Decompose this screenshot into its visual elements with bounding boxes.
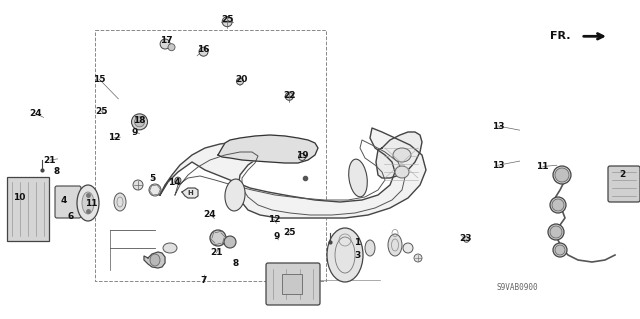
FancyBboxPatch shape <box>608 166 640 202</box>
Ellipse shape <box>349 159 367 197</box>
Ellipse shape <box>168 44 175 51</box>
Ellipse shape <box>555 168 569 182</box>
Ellipse shape <box>553 243 567 257</box>
Ellipse shape <box>175 177 181 183</box>
Ellipse shape <box>365 240 375 256</box>
Text: 8: 8 <box>53 167 60 176</box>
Text: 25: 25 <box>95 107 108 115</box>
Ellipse shape <box>225 179 245 211</box>
Text: FR.: FR. <box>550 31 571 41</box>
Ellipse shape <box>222 17 232 27</box>
FancyBboxPatch shape <box>282 274 302 294</box>
Ellipse shape <box>160 39 170 49</box>
Ellipse shape <box>552 199 564 211</box>
Text: 11: 11 <box>536 162 549 171</box>
Text: 4: 4 <box>61 197 67 205</box>
Text: 18: 18 <box>133 116 146 125</box>
Text: 12: 12 <box>108 133 120 142</box>
Ellipse shape <box>134 117 145 127</box>
Text: 25: 25 <box>283 228 296 237</box>
Ellipse shape <box>299 153 305 160</box>
Ellipse shape <box>327 228 363 282</box>
Text: 17: 17 <box>160 36 173 45</box>
Text: 13: 13 <box>492 161 504 170</box>
Text: 13: 13 <box>492 122 504 130</box>
Text: 16: 16 <box>197 45 210 54</box>
Ellipse shape <box>553 166 571 184</box>
Ellipse shape <box>388 234 402 256</box>
Text: 14: 14 <box>168 178 180 187</box>
Text: 11: 11 <box>84 199 97 208</box>
Text: 24: 24 <box>204 210 216 219</box>
Polygon shape <box>182 188 198 198</box>
Ellipse shape <box>163 243 177 253</box>
Ellipse shape <box>395 166 409 178</box>
Text: 21: 21 <box>210 248 223 257</box>
Ellipse shape <box>550 226 562 238</box>
Ellipse shape <box>150 254 160 266</box>
Text: 10: 10 <box>13 193 26 202</box>
Ellipse shape <box>555 245 565 255</box>
Ellipse shape <box>132 114 148 130</box>
Ellipse shape <box>199 47 208 56</box>
FancyBboxPatch shape <box>266 263 320 305</box>
Text: 7: 7 <box>200 276 207 285</box>
Text: S9VAB0900: S9VAB0900 <box>496 283 538 292</box>
Text: 3: 3 <box>354 251 360 260</box>
Text: 12: 12 <box>268 215 280 224</box>
Ellipse shape <box>77 185 99 221</box>
Text: 1: 1 <box>354 238 360 247</box>
Ellipse shape <box>224 236 236 248</box>
Polygon shape <box>376 132 422 178</box>
Text: 9: 9 <box>273 232 280 241</box>
Text: 9: 9 <box>131 128 138 137</box>
Text: 15: 15 <box>93 75 106 84</box>
Text: 8: 8 <box>232 259 239 268</box>
Text: 25: 25 <box>221 15 234 24</box>
Text: 22: 22 <box>283 91 296 100</box>
Ellipse shape <box>210 230 226 246</box>
Ellipse shape <box>114 193 126 211</box>
Polygon shape <box>160 128 426 218</box>
Text: H: H <box>187 190 193 196</box>
Text: 21: 21 <box>44 156 56 165</box>
Polygon shape <box>144 252 165 268</box>
Ellipse shape <box>82 192 94 214</box>
Ellipse shape <box>285 92 293 100</box>
Text: 20: 20 <box>236 75 248 84</box>
Text: 19: 19 <box>296 151 308 160</box>
Ellipse shape <box>403 243 413 253</box>
Ellipse shape <box>414 254 422 262</box>
FancyBboxPatch shape <box>55 186 81 218</box>
Text: 5: 5 <box>149 174 156 182</box>
Ellipse shape <box>237 78 243 85</box>
FancyBboxPatch shape <box>7 177 49 241</box>
Text: 2: 2 <box>619 170 625 179</box>
Ellipse shape <box>548 224 564 240</box>
Ellipse shape <box>149 184 161 196</box>
Polygon shape <box>218 135 318 163</box>
Text: 23: 23 <box>460 234 472 243</box>
Ellipse shape <box>133 180 143 190</box>
Ellipse shape <box>550 197 566 213</box>
Text: 24: 24 <box>29 109 42 118</box>
Text: 6: 6 <box>67 212 74 221</box>
Ellipse shape <box>393 148 411 162</box>
